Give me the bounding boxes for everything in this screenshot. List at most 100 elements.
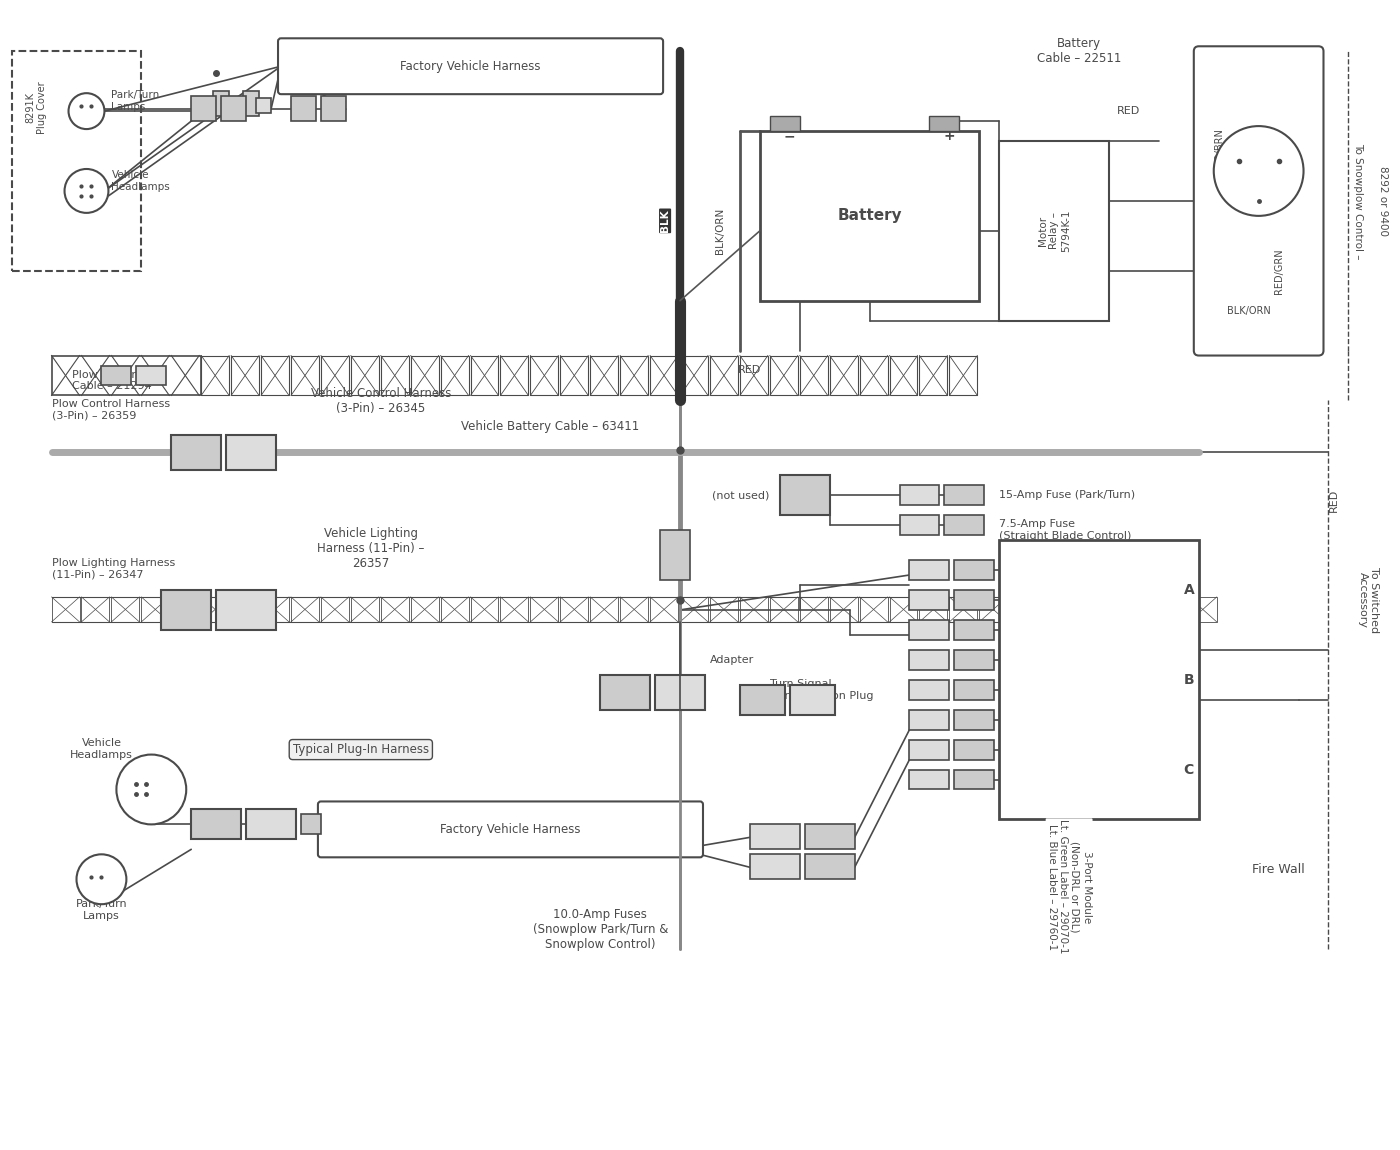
Bar <box>1039 597 1067 622</box>
Text: Battery: Battery <box>837 208 902 223</box>
Bar <box>410 597 438 622</box>
Circle shape <box>69 93 105 129</box>
Bar <box>560 597 588 622</box>
Text: Adapter: Adapter <box>710 654 755 665</box>
Bar <box>244 91 259 116</box>
Bar <box>227 436 276 470</box>
Bar <box>900 485 939 505</box>
Bar <box>680 355 708 396</box>
Bar <box>930 116 959 131</box>
Text: 3-Port Module
(Non-DRL or DRL)
Lt. Green Label – 29070-1
Lt. Blue Label – 29760-: 3-Port Module (Non-DRL or DRL) Lt. Green… <box>1047 820 1092 953</box>
Text: RED/GRN: RED/GRN <box>1274 248 1284 293</box>
Bar <box>52 597 80 622</box>
Bar <box>11 52 141 270</box>
Bar <box>805 825 854 850</box>
Bar <box>381 355 409 396</box>
Bar <box>531 597 559 622</box>
Bar <box>710 355 738 396</box>
Bar <box>920 355 948 396</box>
Text: RED: RED <box>738 366 762 376</box>
Text: Motor
Relay –
5794K-1: Motor Relay – 5794K-1 <box>1037 209 1071 252</box>
Text: To Switched
Accessory: To Switched Accessory <box>1358 567 1379 633</box>
Bar <box>945 515 984 535</box>
Text: C: C <box>1183 762 1194 776</box>
Bar <box>52 355 202 396</box>
Bar <box>171 597 199 622</box>
Bar <box>1009 597 1037 622</box>
Bar <box>291 97 316 121</box>
Bar <box>470 355 498 396</box>
Bar <box>945 485 984 505</box>
Bar <box>591 355 619 396</box>
Bar <box>531 355 559 396</box>
Bar <box>750 825 799 850</box>
Bar <box>620 597 648 622</box>
Bar <box>949 355 977 396</box>
Bar <box>246 810 295 839</box>
Text: To Snowplow Control –: To Snowplow Control – <box>1354 143 1364 259</box>
Bar <box>202 355 230 396</box>
Bar <box>860 355 888 396</box>
Bar <box>216 590 276 630</box>
Bar <box>741 684 785 714</box>
Text: −: − <box>784 129 795 143</box>
Bar <box>351 597 379 622</box>
Text: 10.0-Amp Fuses
(Snowplow Park/Turn &
Snowplow Control): 10.0-Amp Fuses (Snowplow Park/Turn & Sno… <box>532 907 668 951</box>
Text: Plow Battery
Cable – 21294: Plow Battery Cable – 21294 <box>71 369 151 391</box>
Bar <box>955 560 994 580</box>
Text: RED/BRN: RED/BRN <box>1214 129 1224 174</box>
Circle shape <box>116 754 186 825</box>
Text: 7.5-Amp Fuse
(Straight Blade Control): 7.5-Amp Fuse (Straight Blade Control) <box>1000 520 1131 540</box>
Text: (not used): (not used) <box>713 490 770 500</box>
Bar <box>231 597 259 622</box>
Bar <box>1159 597 1187 622</box>
Bar <box>321 355 349 396</box>
Text: BLK: BLK <box>659 209 671 232</box>
Bar <box>955 710 994 729</box>
Bar <box>750 854 799 880</box>
Text: BLK/ORN: BLK/ORN <box>715 208 725 254</box>
Bar <box>830 597 858 622</box>
Bar <box>955 680 994 699</box>
Bar <box>910 620 949 639</box>
Text: Factory Vehicle Harness: Factory Vehicle Harness <box>400 60 540 72</box>
Bar <box>301 814 321 835</box>
Bar <box>955 769 994 790</box>
Bar <box>860 597 888 622</box>
Bar <box>1128 597 1156 622</box>
Bar <box>321 597 349 622</box>
Bar <box>889 597 917 622</box>
Bar <box>1099 597 1127 622</box>
Bar <box>655 675 706 710</box>
Bar <box>910 739 949 759</box>
Bar <box>112 597 140 622</box>
Bar <box>1000 540 1198 820</box>
Bar <box>381 597 409 622</box>
Text: B: B <box>1183 673 1194 687</box>
Bar <box>910 680 949 699</box>
Text: 8292 or 9400: 8292 or 9400 <box>1379 166 1389 236</box>
Text: +: + <box>944 129 955 143</box>
Text: Turn Signal
Configuration Plug: Turn Signal Configuration Plug <box>770 678 874 700</box>
Text: Battery
Cable – 22511: Battery Cable – 22511 <box>1037 37 1121 66</box>
Bar <box>910 710 949 729</box>
Bar <box>650 597 678 622</box>
FancyBboxPatch shape <box>279 38 664 94</box>
Circle shape <box>77 854 126 904</box>
Bar <box>192 810 241 839</box>
Bar <box>81 597 109 622</box>
Bar <box>213 91 230 116</box>
Bar <box>221 97 246 121</box>
Text: A: A <box>1183 583 1194 597</box>
Bar <box>161 590 211 630</box>
Bar <box>410 355 438 396</box>
Bar <box>799 597 827 622</box>
Bar <box>770 597 798 622</box>
Bar <box>260 597 288 622</box>
Text: Vehicle Battery Cable – 63411: Vehicle Battery Cable – 63411 <box>461 421 640 434</box>
Text: Factory Vehicle Harness: Factory Vehicle Harness <box>440 823 581 836</box>
Bar <box>980 597 1007 622</box>
Bar <box>805 854 854 880</box>
Bar <box>650 355 678 396</box>
Bar <box>680 597 708 622</box>
